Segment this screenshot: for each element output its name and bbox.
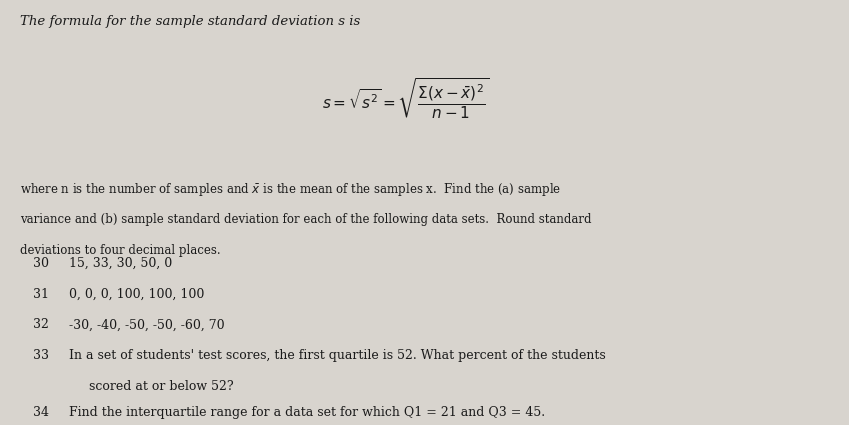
Text: 31: 31 [32,288,48,301]
Text: scored at or below 52?: scored at or below 52? [89,380,233,393]
Text: The formula for the sample standard deviation s is: The formula for the sample standard devi… [20,15,361,28]
Text: variance and (b) sample standard deviation for each of the following data sets. : variance and (b) sample standard deviati… [20,212,592,226]
Text: -30, -40, -50, -50, -60, 70: -30, -40, -50, -50, -60, 70 [69,318,224,332]
Text: $s = \sqrt{s^2} = \sqrt{\dfrac{\Sigma(x - \bar{x})^2}{n-1}}$: $s = \sqrt{s^2} = \sqrt{\dfrac{\Sigma(x … [322,76,489,120]
Text: Find the interquartile range for a data set for which Q1 = 21 and Q3 = 45.: Find the interquartile range for a data … [69,406,545,419]
Text: 34: 34 [32,406,48,419]
Text: where n is the number of samples and $\bar{x}$ is the mean of the samples x.  Fi: where n is the number of samples and $\b… [20,181,561,198]
Text: 30: 30 [32,257,48,270]
Text: deviations to four decimal places.: deviations to four decimal places. [20,244,221,258]
Text: In a set of students' test scores, the first quartile is 52. What percent of the: In a set of students' test scores, the f… [69,349,605,362]
Text: 0, 0, 0, 100, 100, 100: 0, 0, 0, 100, 100, 100 [69,288,205,301]
Text: 15, 33, 30, 50, 0: 15, 33, 30, 50, 0 [69,257,172,270]
Text: 33: 33 [32,349,48,362]
Text: 32: 32 [33,318,48,332]
